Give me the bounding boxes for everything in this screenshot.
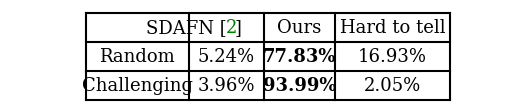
Text: 3.96%: 3.96% xyxy=(197,76,255,94)
Text: 16.93%: 16.93% xyxy=(358,48,427,66)
Text: 77.83%: 77.83% xyxy=(263,48,336,66)
Text: 2.05%: 2.05% xyxy=(364,76,421,94)
Text: 5.24%: 5.24% xyxy=(198,48,255,66)
Text: 93.99%: 93.99% xyxy=(263,76,336,94)
Text: ]: ] xyxy=(235,19,242,37)
Text: Challenging: Challenging xyxy=(82,76,193,94)
Text: SDAFN [: SDAFN [ xyxy=(146,19,226,37)
Text: Random: Random xyxy=(99,48,175,66)
Text: Ours: Ours xyxy=(277,19,321,37)
Text: Hard to tell: Hard to tell xyxy=(340,19,446,37)
Text: 2: 2 xyxy=(226,19,238,37)
